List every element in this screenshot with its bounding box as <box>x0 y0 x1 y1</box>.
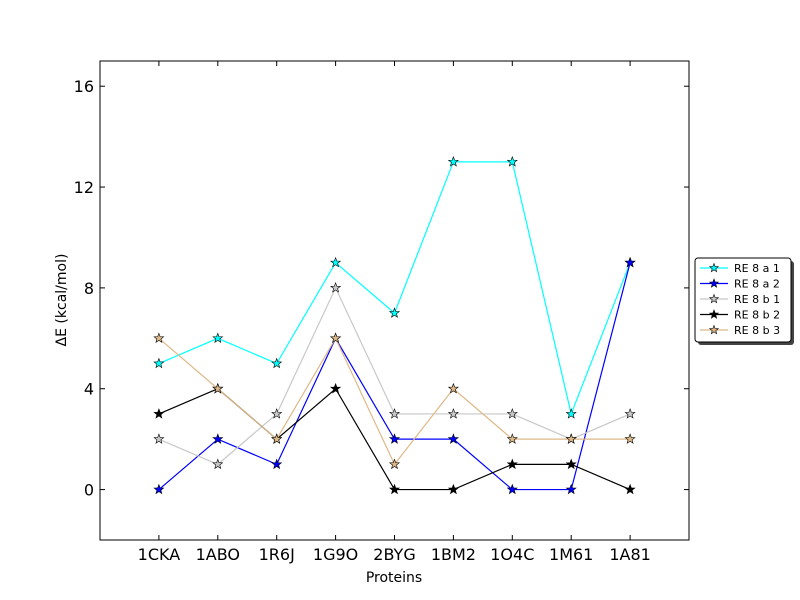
x-tick-label: 1ABO <box>196 545 240 564</box>
legend-marker <box>708 262 720 273</box>
y-tick-label: 12 <box>74 178 94 197</box>
legend-box <box>694 257 792 343</box>
legend-label: RE 8 a 2 <box>734 278 780 291</box>
x-tick-label: 1R6J <box>259 545 295 564</box>
y-tick-label: 4 <box>84 380 94 399</box>
data-point <box>565 408 577 419</box>
legend-label: RE 8 b 2 <box>734 309 780 322</box>
legend-entry: RE 8 a 2 <box>700 278 780 291</box>
data-point <box>506 483 518 495</box>
x-tick-label: 1A81 <box>609 545 650 564</box>
data-point <box>212 382 224 394</box>
data-point <box>447 433 459 444</box>
y-tick-label: 16 <box>74 77 94 96</box>
legend-entries: RE 8 a 1 RE 8 a 2 RE 8 b 1 RE 8 b 2 RE 8 b 3 <box>700 262 780 337</box>
data-point <box>565 458 577 470</box>
data-point <box>388 408 401 419</box>
data-point <box>153 332 165 344</box>
data-point <box>330 256 342 268</box>
y-axis-label: ΔE (kcal/mol) <box>54 254 70 347</box>
y-tick-label: 0 <box>84 481 94 500</box>
tick-layer: 1CKA 1ABO 1R6J 1G9O 2BYG 1BM2 1O4C 1M61 1A81 0 4 8 1… <box>74 61 689 564</box>
data-point <box>212 458 224 470</box>
data-point <box>271 408 283 419</box>
legend: RE 8 a 1 RE 8 a 2 RE 8 b 1 RE 8 b 2 RE 8 b 3 <box>694 257 794 345</box>
data-point <box>388 458 401 470</box>
data-point <box>388 307 401 318</box>
data-point <box>388 433 401 444</box>
data-point <box>624 408 636 419</box>
data-point <box>330 382 342 394</box>
data-point <box>153 408 165 419</box>
data-point <box>506 433 518 444</box>
x-tick-label: 1BM2 <box>431 545 476 564</box>
legend-marker <box>708 309 720 319</box>
legend-entry: RE 8 b 1 <box>700 293 780 306</box>
legend-entry: RE 8 a 1 <box>700 262 780 275</box>
data-point <box>624 256 636 268</box>
data-point <box>212 332 224 344</box>
data-point <box>271 458 283 470</box>
data-point <box>447 382 459 394</box>
x-tick-label: 1O4C <box>490 545 534 564</box>
data-point <box>330 332 342 344</box>
legend-marker <box>708 324 720 335</box>
plot-area <box>100 61 689 540</box>
data-point <box>271 357 283 369</box>
x-tick-label: 1CKA <box>138 545 181 564</box>
data-point <box>565 433 577 444</box>
legend-label: RE 8 b 1 <box>734 293 780 306</box>
data-point <box>624 433 636 444</box>
data-point <box>271 433 283 444</box>
data-point <box>388 483 401 495</box>
data-point <box>565 483 577 495</box>
data-point <box>153 483 165 495</box>
data-point <box>506 458 518 470</box>
data-point <box>447 483 459 495</box>
data-point <box>330 282 342 293</box>
legend-label: RE 8 a 1 <box>734 262 780 275</box>
series-5 <box>153 332 636 470</box>
legend-entry: RE 8 b 2 <box>700 309 780 322</box>
legend-marker <box>708 278 720 288</box>
data-point <box>506 408 518 419</box>
x-tick-label: 2BYG <box>373 545 415 564</box>
x-axis-label: Proteins <box>366 570 422 586</box>
x-tick-label: 1M61 <box>549 545 593 564</box>
data-point <box>447 155 459 167</box>
legend-marker <box>708 293 720 304</box>
data-point <box>153 433 165 444</box>
data-point <box>506 155 518 167</box>
data-point <box>212 433 224 444</box>
series-layer <box>153 155 636 495</box>
x-tick-label: 1G9O <box>313 545 358 564</box>
data-point <box>153 357 165 369</box>
data-point <box>624 483 636 495</box>
y-tick-label: 8 <box>84 279 94 298</box>
legend-label: RE 8 b 3 <box>734 324 780 337</box>
data-point <box>447 408 459 419</box>
legend-entry: RE 8 b 3 <box>700 324 780 337</box>
